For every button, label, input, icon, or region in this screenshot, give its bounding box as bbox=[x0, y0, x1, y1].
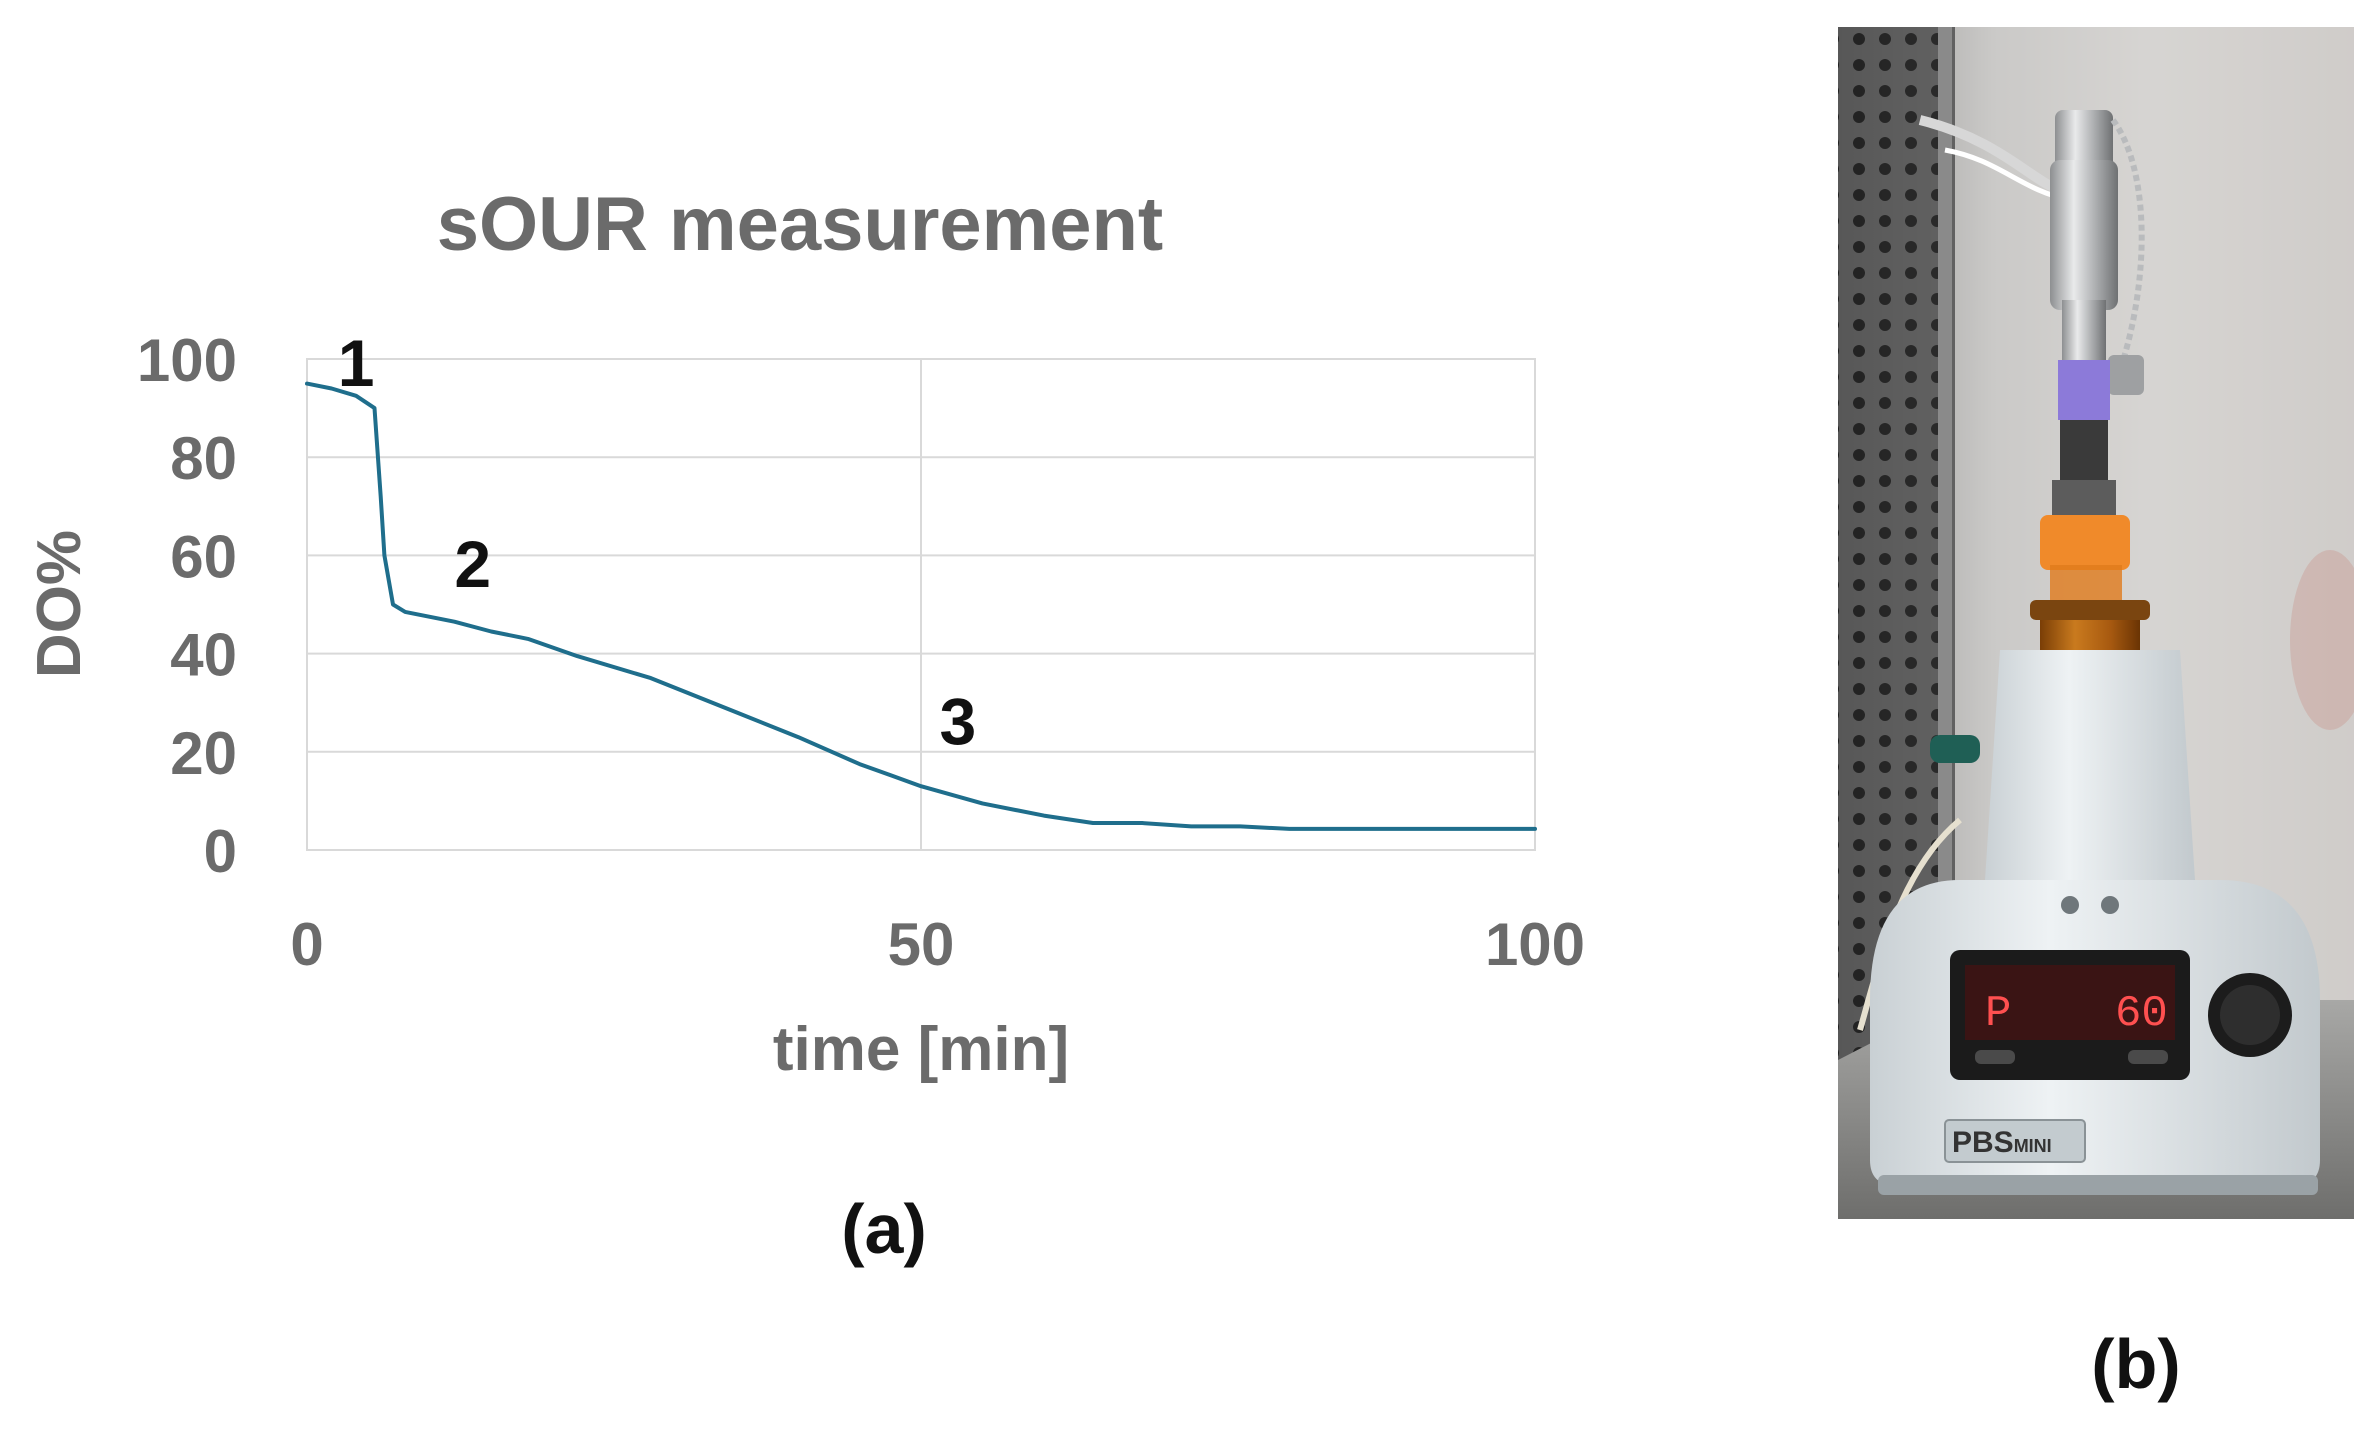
y-tick-label: 0 bbox=[204, 818, 237, 885]
device-brand-label: PBSMINI bbox=[1952, 1126, 2052, 1159]
display-left-text: P bbox=[1985, 989, 2011, 1039]
y-tick-label: 80 bbox=[170, 425, 237, 492]
y-axis-label: DO% bbox=[25, 530, 94, 678]
series-line bbox=[305, 381, 1537, 831]
plot-border bbox=[306, 358, 1536, 851]
panel-label-a: (a) bbox=[841, 1190, 927, 1268]
x-tick-label: 0 bbox=[290, 911, 323, 978]
bioreactor-photo: P 60 PBSMINI (b) bbox=[1838, 27, 2354, 1403]
annotation-label: 3 bbox=[939, 684, 976, 758]
annotation-label: 1 bbox=[338, 326, 375, 400]
y-tick-label: 100 bbox=[137, 327, 237, 394]
x-tick-label: 100 bbox=[1485, 911, 1585, 978]
y-tick-label: 40 bbox=[170, 622, 237, 689]
display-right-text: 60 bbox=[2115, 989, 2168, 1039]
y-tick-label: 20 bbox=[170, 720, 237, 787]
chart-title: sOUR measurement bbox=[437, 182, 1164, 267]
x-tick-labels: 0 50 100 bbox=[290, 911, 1585, 978]
annotations: 1 2 3 bbox=[338, 326, 976, 758]
grid bbox=[306, 358, 1536, 851]
y-tick-label: 60 bbox=[170, 523, 237, 590]
y-tick-labels: 0 20 40 60 80 100 bbox=[137, 327, 237, 885]
chart: sOUR measurement 0 20 40 60 80 100 0 50 100 1 2 3… bbox=[25, 182, 1585, 1268]
x-tick-label: 50 bbox=[888, 911, 955, 978]
x-axis-label: time [min] bbox=[773, 1015, 1069, 1084]
panel-label-b: (b) bbox=[2091, 1325, 2180, 1403]
annotation-label: 2 bbox=[454, 527, 491, 601]
